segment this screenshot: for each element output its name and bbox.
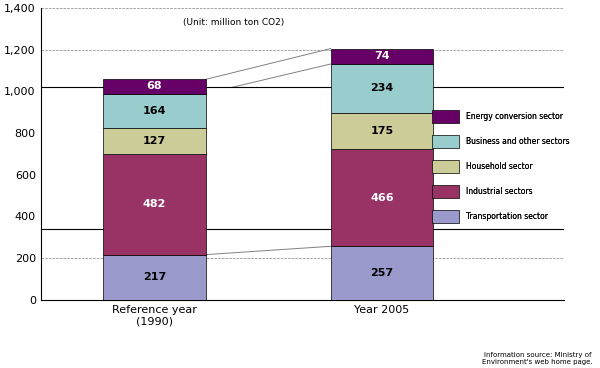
Bar (432, 135, 459, 148)
Bar (331, 246, 433, 300)
Bar (103, 255, 206, 300)
Text: Household sector: Household sector (466, 162, 533, 171)
Text: 257: 257 (370, 268, 394, 278)
Text: Transportation sector: Transportation sector (466, 212, 548, 221)
Text: 164: 164 (143, 106, 166, 116)
Bar (432, 110, 459, 123)
Text: (Unit: million ton CO2): (Unit: million ton CO2) (184, 18, 284, 27)
Bar (432, 210, 459, 223)
Bar (331, 49, 433, 64)
Bar (432, 135, 459, 148)
Text: Energy conversion sector: Energy conversion sector (466, 112, 563, 121)
Text: Household sector: Household sector (466, 162, 533, 171)
Text: Industrial sectors: Industrial sectors (466, 187, 533, 196)
Bar (432, 185, 459, 198)
Text: 217: 217 (143, 272, 166, 282)
Bar (103, 154, 206, 255)
Text: Transportation sector: Transportation sector (466, 212, 548, 221)
Bar (432, 160, 459, 173)
Text: 68: 68 (146, 81, 162, 92)
Text: Information source: Ministry of
Environment's web home page.: Information source: Ministry of Environm… (482, 352, 593, 365)
Text: 175: 175 (370, 126, 394, 136)
Text: 74: 74 (374, 51, 389, 61)
Bar (432, 110, 459, 123)
Bar (103, 128, 206, 154)
FancyBboxPatch shape (0, 87, 600, 229)
Bar (331, 64, 433, 113)
Bar (432, 185, 459, 198)
Bar (331, 149, 433, 246)
Text: Energy conversion sector: Energy conversion sector (466, 112, 563, 121)
Text: Business and other sectors: Business and other sectors (466, 137, 569, 146)
Text: 127: 127 (143, 136, 166, 146)
Text: Industrial sectors: Industrial sectors (466, 187, 533, 196)
Bar (432, 210, 459, 223)
Text: 482: 482 (143, 199, 166, 209)
Bar (432, 160, 459, 173)
Bar (103, 93, 206, 128)
Text: 466: 466 (370, 193, 394, 203)
Text: 234: 234 (370, 84, 394, 93)
Text: Business and other sectors: Business and other sectors (466, 137, 569, 146)
Bar (103, 79, 206, 93)
Bar (331, 113, 433, 149)
